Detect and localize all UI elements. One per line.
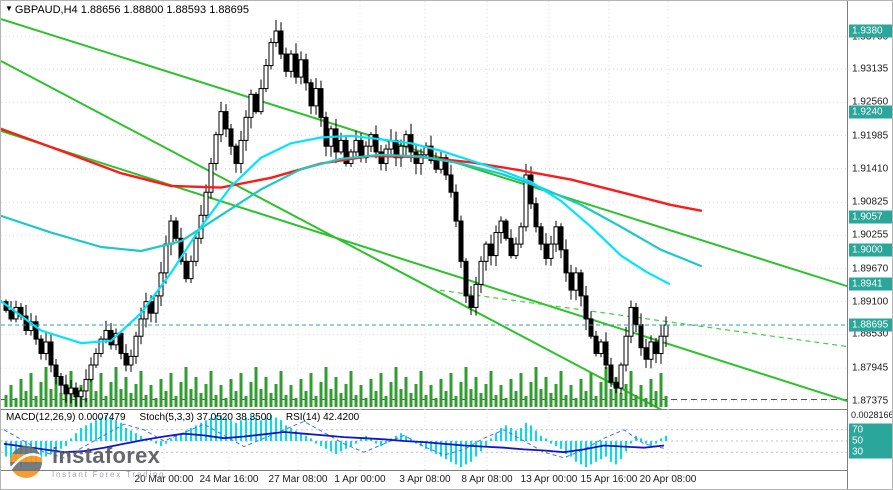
time-axis-label: 3 Apr 08:00	[399, 474, 451, 485]
symbol-marker-icon: ▼	[5, 4, 13, 13]
price-axis-label: 1.89670	[852, 263, 889, 275]
time-axis-label: 15 Apr 16:00	[580, 474, 638, 485]
price-level-badge: 1.9380	[849, 24, 892, 38]
price-axis-label: 1.93135	[852, 63, 889, 75]
time-axis-label: 27 Mar 08:00	[268, 474, 328, 485]
price-level-badge: 1.9240	[849, 105, 892, 119]
watermark-brand: instaforex	[52, 443, 161, 468]
time-axis-label: 8 Apr 08:00	[461, 474, 513, 485]
price-level-badge: 1.9000	[849, 243, 892, 257]
oscillator-level-badge: 30	[849, 445, 892, 459]
time-axis-label: 20 Mar 00:00	[134, 474, 194, 485]
oscillator-label-row: MACD(12,26,9) 0.0007479 Stoch(5,3,3) 37.0…	[6, 412, 373, 423]
current-price-badge: 1.88695	[849, 318, 892, 332]
macd-label: MACD(12,26,9) 0.0007479	[6, 412, 126, 423]
oscillator-scale-value: 0.0028166	[851, 410, 893, 420]
indicator-separator-top	[1, 409, 847, 410]
price-level-badge: 1.9057	[849, 210, 892, 224]
rsi-line	[3, 431, 665, 454]
oscillator-level-badge: 50	[849, 434, 892, 448]
stoch-line	[3, 420, 665, 459]
indicator-separator-bottom	[1, 470, 847, 471]
price-axis-label: 1.91410	[852, 163, 889, 175]
time-axis-label: 1 Apr 00:00	[334, 474, 386, 485]
rsi-label: RSI(14) 42.4200	[285, 412, 360, 423]
price-axis-label: 1.87945	[852, 362, 889, 374]
time-axis[interactable]: 20 Mar 00:00 24 Mar 16:00 27 Mar 08:00 1 Ap…	[1, 471, 847, 489]
price-level-badge: 1.8941	[849, 277, 892, 291]
oscillator-level-badge: 70	[849, 423, 892, 437]
volume-bars	[4, 367, 668, 407]
trend-steep	[1, 60, 663, 409]
time-axis-label: 24 Mar 16:00	[199, 474, 259, 485]
stoch-label: Stoch(5,3,3) 37.0520 38.3500	[139, 412, 272, 423]
channel-upper	[1, 18, 847, 288]
instaforex-watermark: instaforex Instant Forex Trading	[9, 445, 165, 479]
time-axis-label: 13 Apr 00:00	[520, 474, 578, 485]
price-axis-label: 1.89100	[852, 296, 889, 308]
ma-mid-teal	[1, 153, 703, 268]
instaforex-logo-globe-icon	[10, 446, 42, 478]
time-axis-label: 20 Apr 08:00	[639, 474, 697, 485]
symbol-ohlc-text: GBPAUD,H4 1.88656 1.88800 1.88593 1.8869…	[14, 4, 249, 16]
price-axis-label: 1.90825	[852, 196, 889, 208]
watermark-tagline: Instant Forex Trading	[52, 470, 166, 479]
price-axis[interactable]: 1.937001.931351.925601.919851.914101.908…	[847, 1, 893, 489]
ma-slow-red	[1, 127, 703, 212]
candles	[3, 19, 669, 408]
price-axis-label: 1.91985	[852, 130, 889, 142]
main-chart-canvas[interactable]	[1, 1, 847, 409]
trend-dashed	[430, 288, 847, 348]
symbol-ohlc-label: ▼ GBPAUD,H4 1.88656 1.88800 1.88593 1.886…	[5, 4, 249, 16]
oscillator-canvas[interactable]	[1, 409, 847, 470]
channel-lower	[1, 130, 847, 403]
price-axis-label: 1.88530	[852, 328, 889, 340]
price-axis-label: 1.90255	[852, 229, 889, 241]
grid	[1, 1, 847, 409]
trend-lines	[1, 18, 847, 409]
ma-fast-cyan	[1, 134, 671, 345]
price-axis-label: 1.87375	[852, 395, 889, 407]
price-axis-label: 1.92560	[852, 96, 889, 108]
